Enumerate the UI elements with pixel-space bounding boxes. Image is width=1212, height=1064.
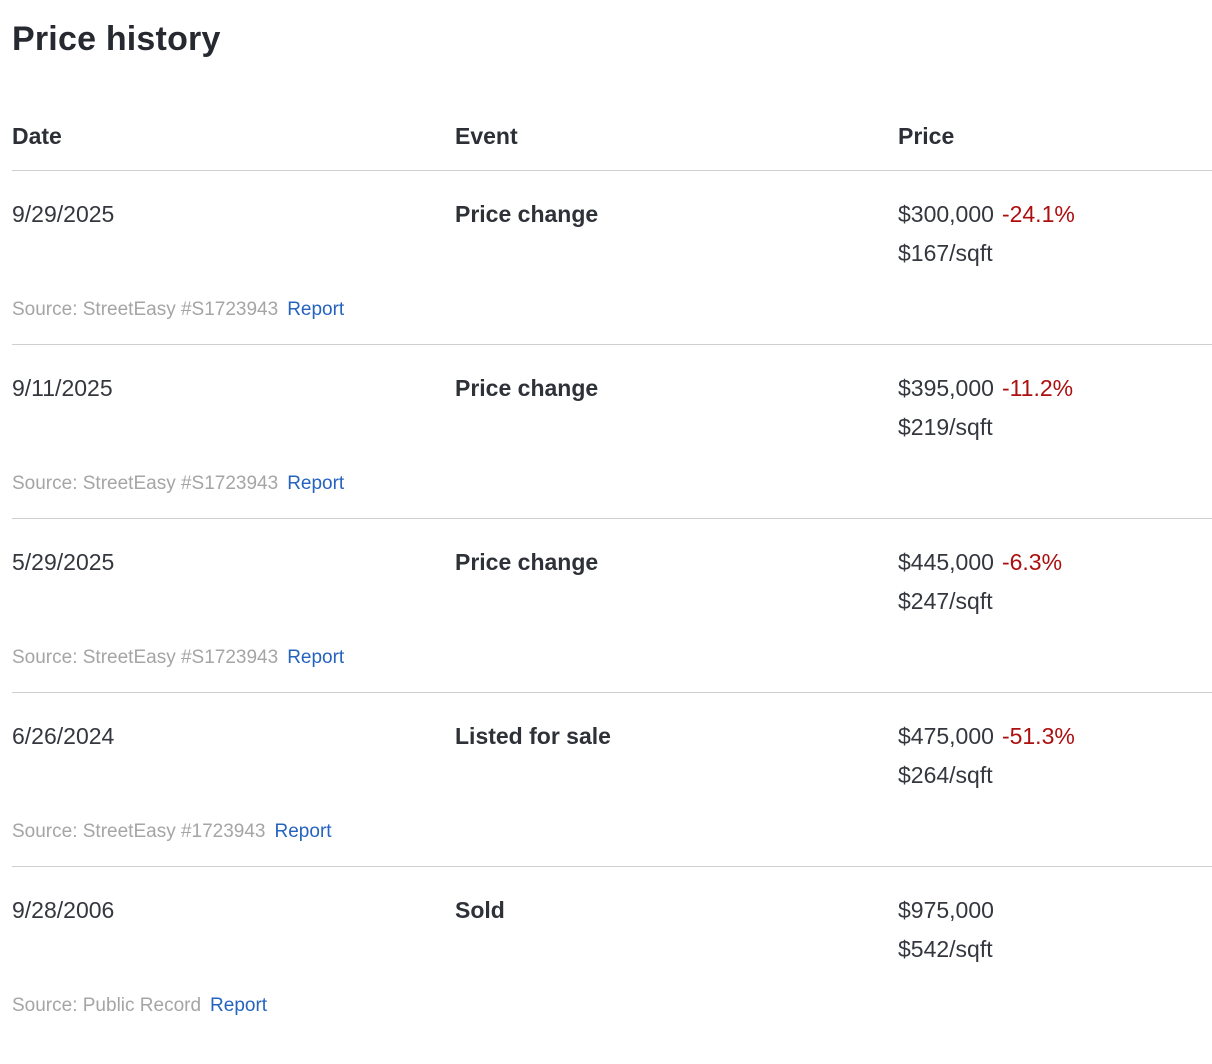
price-cell: $300,000 -24.1% bbox=[898, 199, 1212, 229]
date-cell: 5/29/2025 bbox=[12, 549, 115, 575]
source-text: Source: StreetEasy #S1723943 bbox=[12, 473, 279, 494]
price-value: $445,000 bbox=[898, 549, 994, 575]
price-value: $975,000 bbox=[898, 897, 994, 923]
source-text: Source: StreetEasy #1723943 bbox=[12, 821, 266, 842]
column-header-event: Event bbox=[455, 123, 518, 149]
report-link[interactable]: Report bbox=[274, 821, 332, 842]
price-per-sqft: $219/sqft bbox=[898, 414, 993, 440]
table-row: 9/28/2006 Sold $975,000 $542/sqft Source… bbox=[12, 867, 1212, 1040]
table-row: 6/26/2024 Listed for sale $475,000 -51.3%… bbox=[12, 693, 1212, 867]
table-row: 9/29/2025 Price change $300,000 -24.1% $1… bbox=[12, 171, 1212, 345]
event-cell: Listed for sale bbox=[455, 723, 611, 749]
source-text: Source: Public Record bbox=[12, 995, 202, 1016]
date-cell: 9/11/2025 bbox=[12, 375, 113, 401]
price-history-rows: 9/29/2025 Price change $300,000 -24.1% $1… bbox=[12, 171, 1212, 1040]
date-cell: 9/29/2025 bbox=[12, 201, 115, 227]
source-line: Source: Public Record Report bbox=[12, 994, 1212, 1018]
price-cell: $975,000 bbox=[898, 895, 1212, 925]
table-header-row: Date Event Price bbox=[12, 121, 1212, 171]
price-change-percent: -51.3% bbox=[1001, 723, 1075, 749]
source-line: Source: StreetEasy #S1723943 Report bbox=[12, 472, 1212, 496]
event-cell: Sold bbox=[455, 897, 505, 923]
report-link[interactable]: Report bbox=[287, 473, 345, 494]
price-cell: $475,000 -51.3% bbox=[898, 721, 1212, 751]
date-cell: 6/26/2024 bbox=[12, 723, 115, 749]
report-link[interactable]: Report bbox=[210, 995, 268, 1016]
page-title: Price history bbox=[12, 20, 221, 58]
event-cell: Price change bbox=[455, 201, 599, 227]
column-header-price: Price bbox=[898, 123, 955, 149]
price-cell: $395,000 -11.2% bbox=[898, 373, 1212, 403]
price-value: $475,000 bbox=[898, 723, 994, 749]
event-cell: Price change bbox=[455, 375, 599, 401]
report-link[interactable]: Report bbox=[287, 299, 345, 320]
source-text: Source: StreetEasy #S1723943 bbox=[12, 647, 279, 668]
price-value: $395,000 bbox=[898, 375, 994, 401]
price-value: $300,000 bbox=[898, 201, 994, 227]
price-per-sqft: $264/sqft bbox=[898, 762, 993, 788]
report-link[interactable]: Report bbox=[287, 647, 345, 668]
price-per-sqft: $247/sqft bbox=[898, 588, 993, 614]
source-text: Source: StreetEasy #S1723943 bbox=[12, 299, 279, 320]
price-change-percent: -11.2% bbox=[1001, 375, 1074, 401]
source-line: Source: StreetEasy #S1723943 Report bbox=[12, 298, 1212, 322]
price-change-percent: -6.3% bbox=[1001, 549, 1063, 575]
table-row: 5/29/2025 Price change $445,000 -6.3% $24… bbox=[12, 519, 1212, 693]
table-row: 9/11/2025 Price change $395,000 -11.2% $2… bbox=[12, 345, 1212, 519]
price-change-percent: -24.1% bbox=[1001, 201, 1075, 227]
date-cell: 9/28/2006 bbox=[12, 897, 115, 923]
source-line: Source: StreetEasy #1723943 Report bbox=[12, 820, 1212, 844]
price-history-section: Price history Date Event Price 9/29/2025… bbox=[12, 20, 1212, 1040]
column-header-date: Date bbox=[12, 123, 62, 149]
event-cell: Price change bbox=[455, 549, 599, 575]
source-line: Source: StreetEasy #S1723943 Report bbox=[12, 646, 1212, 670]
price-per-sqft: $542/sqft bbox=[898, 936, 993, 962]
price-per-sqft: $167/sqft bbox=[898, 240, 993, 266]
price-cell: $445,000 -6.3% bbox=[898, 547, 1212, 577]
